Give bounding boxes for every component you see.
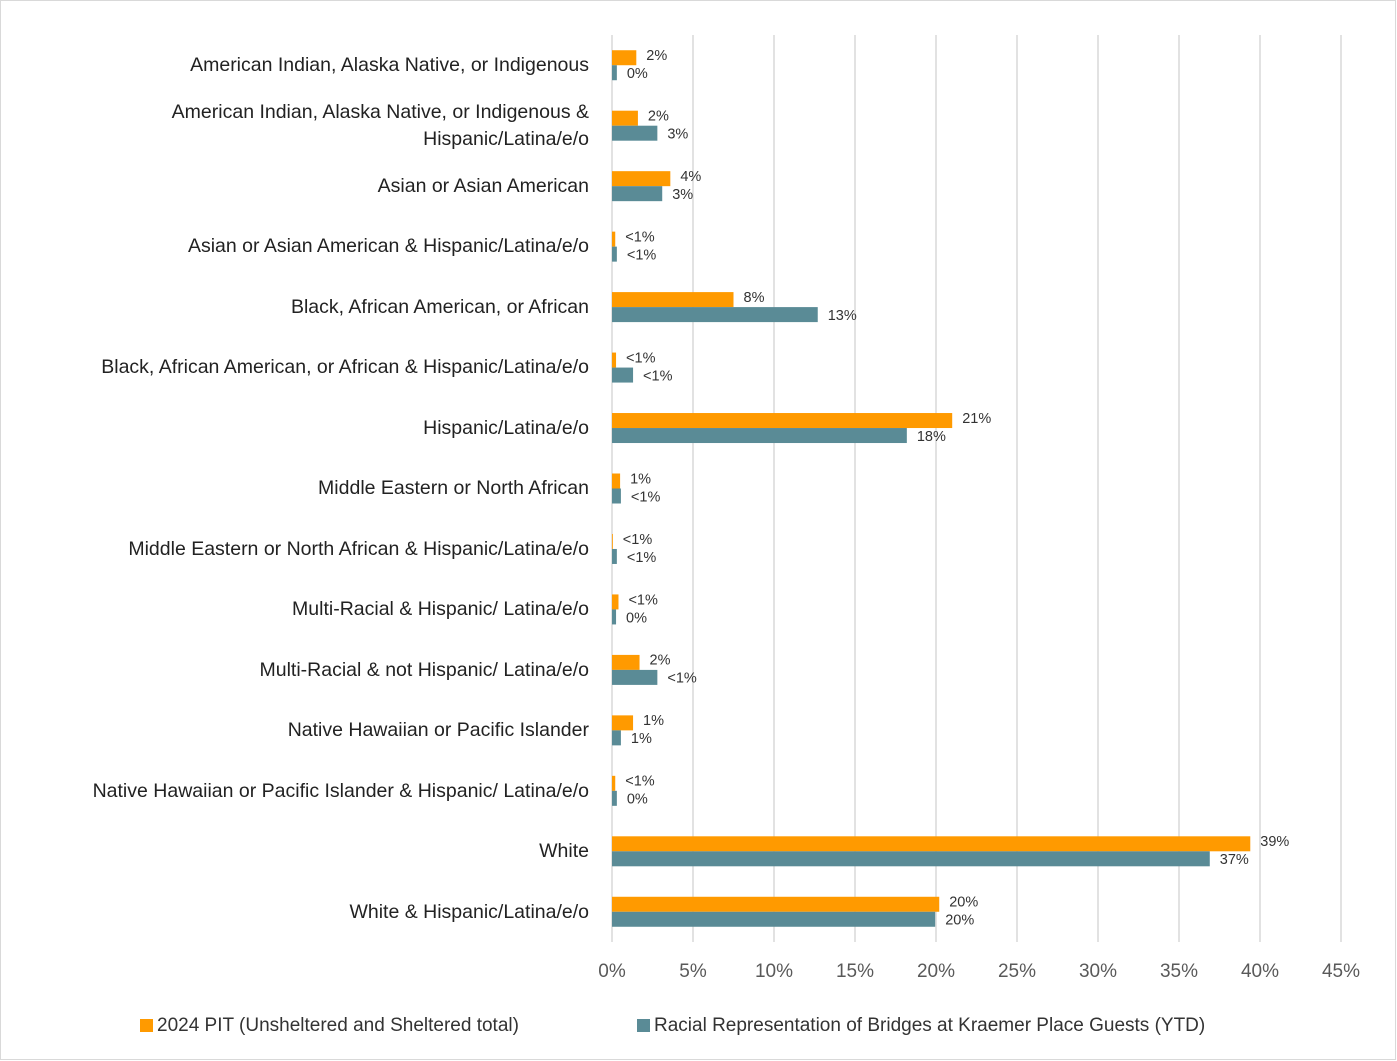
legend-swatch <box>637 1019 650 1032</box>
data-label: 37% <box>1220 852 1249 868</box>
data-label: <1% <box>627 247 657 263</box>
data-label: 2% <box>646 48 667 64</box>
bar <box>612 292 734 308</box>
data-label: <1% <box>643 368 673 384</box>
y-tick-label: Black, African American, or African <box>290 295 589 318</box>
data-label: <1% <box>627 550 657 566</box>
x-tick-label: 0% <box>598 961 626 982</box>
bar <box>612 669 658 685</box>
data-label: 39% <box>1260 834 1289 850</box>
y-tick-label: American Indian, Alaska Native, or Indig… <box>171 101 589 150</box>
data-label: 20% <box>949 895 978 911</box>
x-tick-label: 35% <box>1160 961 1198 982</box>
bar <box>612 488 621 504</box>
bar <box>612 125 658 141</box>
x-tick-label: 40% <box>1241 961 1279 982</box>
bar <box>612 413 953 429</box>
bar <box>612 246 617 262</box>
bar <box>612 307 818 323</box>
y-tick-label: Native Hawaiian or Pacific Islander <box>287 719 589 742</box>
legend-label: Racial Representation of Bridges at Krae… <box>654 1015 1205 1036</box>
bar <box>612 50 637 66</box>
data-label: 2% <box>648 109 669 125</box>
data-label: <1% <box>626 350 656 366</box>
data-label: <1% <box>623 532 653 548</box>
data-label: 1% <box>631 731 652 747</box>
data-label: 0% <box>627 792 648 808</box>
y-tick-label: Multi-Racial & Hispanic/ Latina/e/o <box>292 598 589 621</box>
data-label: 4% <box>680 169 701 185</box>
bar <box>612 851 1210 867</box>
y-tick-label: Asian or Asian American & Hispanic/Latin… <box>187 235 589 258</box>
data-label: 1% <box>630 471 651 487</box>
bar <box>612 775 616 791</box>
data-label: 8% <box>744 290 765 306</box>
bar <box>612 171 671 187</box>
x-tick-label: 30% <box>1079 961 1117 982</box>
bar <box>612 911 936 927</box>
y-tick-label: American Indian, Alaska Native, or Indig… <box>190 54 589 77</box>
bar <box>612 186 663 202</box>
bar <box>612 473 621 489</box>
data-label: 21% <box>962 411 991 427</box>
data-label: 0% <box>627 66 648 82</box>
y-tick-label: Middle Eastern or North African & Hispan… <box>128 537 589 560</box>
x-tick-label: 10% <box>755 961 793 982</box>
y-tick-label: Multi-Racial & not Hispanic/ Latina/e/o <box>259 658 590 681</box>
y-tick-label: White <box>539 840 589 863</box>
data-label: 2% <box>650 653 671 669</box>
legend-swatch <box>140 1019 153 1032</box>
data-label: <1% <box>667 671 697 687</box>
bar <box>612 609 617 625</box>
x-tick-label: 45% <box>1322 961 1360 982</box>
x-tick-label: 25% <box>998 961 1036 982</box>
bar <box>612 790 617 806</box>
data-label: 1% <box>643 713 664 729</box>
bar <box>612 110 638 126</box>
data-label: 3% <box>667 127 688 143</box>
data-label: <1% <box>631 489 661 505</box>
bar <box>612 231 616 247</box>
bar <box>612 896 940 912</box>
bar <box>612 715 634 731</box>
bar <box>612 594 619 610</box>
bar <box>612 548 617 564</box>
y-tick-label: White & Hispanic/Latina/e/o <box>349 900 589 923</box>
data-label: 13% <box>828 308 857 324</box>
y-tick-label: Black, African American, or African & Hi… <box>101 356 589 379</box>
bar <box>612 367 634 383</box>
bar <box>612 533 613 549</box>
data-label: <1% <box>625 774 655 790</box>
data-label: 18% <box>917 429 946 445</box>
data-label: <1% <box>625 229 655 245</box>
y-tick-label: Middle Eastern or North African <box>318 477 589 500</box>
data-label: 0% <box>626 610 647 626</box>
y-tick-label: Native Hawaiian or Pacific Islander & Hi… <box>92 779 589 802</box>
data-label: 3% <box>672 187 693 203</box>
x-tick-label: 20% <box>917 961 955 982</box>
bar <box>612 352 617 368</box>
data-label: 20% <box>945 913 974 929</box>
bar <box>612 428 907 444</box>
bar <box>612 654 640 670</box>
x-tick-label: 5% <box>679 961 707 982</box>
bar <box>612 65 617 81</box>
legend-label: 2024 PIT (Unsheltered and Sheltered tota… <box>157 1015 519 1036</box>
x-tick-label: 15% <box>836 961 874 982</box>
bar <box>612 836 1251 852</box>
bar <box>612 730 621 746</box>
y-tick-label: Hispanic/Latina/e/o <box>423 416 589 439</box>
data-label: <1% <box>628 592 658 608</box>
y-tick-label: Asian or Asian American <box>377 175 589 197</box>
